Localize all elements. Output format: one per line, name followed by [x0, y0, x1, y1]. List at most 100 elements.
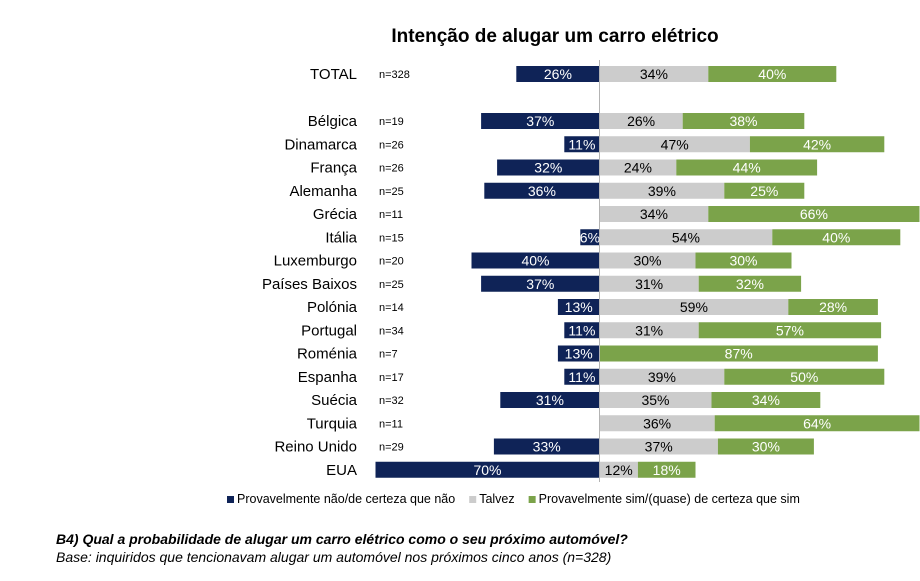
bar-negative — [481, 113, 600, 129]
data-label-positive: 30% — [729, 253, 757, 269]
data-label-negative: 13% — [565, 299, 593, 315]
data-label-neutral: 31% — [635, 276, 663, 292]
legend-swatch — [528, 496, 536, 503]
category-label: Itália — [325, 229, 357, 246]
data-label-positive: 87% — [725, 346, 753, 362]
bar-positive — [711, 392, 821, 408]
bar-positive — [788, 299, 878, 315]
data-label-positive: 32% — [736, 276, 764, 292]
bar-neutral — [599, 206, 709, 222]
bar-positive — [724, 182, 805, 199]
legend-label: Provavelmente sim/(quase) de certeza que… — [539, 492, 800, 506]
sample-size-label: n=328 — [379, 69, 410, 81]
bar-negative — [564, 368, 600, 385]
category-label: França — [310, 160, 357, 177]
data-label-positive: 30% — [752, 439, 780, 455]
data-label-neutral: 24% — [624, 160, 652, 176]
bar-neutral — [599, 66, 709, 82]
bar-negative — [557, 345, 600, 362]
data-label-positive: 66% — [800, 206, 828, 222]
data-label-negative: 6% — [580, 229, 600, 245]
bar-positive — [695, 252, 792, 269]
bar-positive — [724, 368, 885, 385]
data-label-negative: 31% — [536, 392, 564, 408]
category-label: Turquia — [307, 415, 358, 432]
category-label: Alemanha — [289, 183, 357, 200]
data-label-negative: 70% — [473, 462, 501, 478]
sample-size-label: n=7 — [379, 349, 398, 361]
bar-neutral — [599, 159, 677, 176]
sample-size-label: n=17 — [379, 372, 404, 384]
data-label-negative: 32% — [534, 160, 562, 176]
sample-size-label: n=32 — [379, 395, 404, 407]
bar-positive — [698, 275, 802, 292]
bar-negative — [497, 159, 600, 176]
bar-negative — [500, 392, 600, 408]
bar-labels-group: 26% 34% 40% 37% 26% 38% 11% 47% 42% 32% 24% 44% 36% 3… — [473, 66, 850, 478]
data-label-neutral: 30% — [633, 253, 661, 269]
data-label-neutral: 12% — [605, 462, 633, 478]
data-label-negative: 40% — [521, 253, 549, 269]
bar-negative — [484, 182, 600, 199]
sample-size-label: n=20 — [379, 256, 404, 268]
category-label: Reino Unido — [274, 439, 357, 456]
bar-negative — [481, 275, 600, 292]
bar-positive — [708, 206, 920, 222]
category-label: TOTAL — [310, 66, 357, 83]
bar-neutral — [599, 438, 718, 455]
data-label-neutral: 39% — [648, 369, 676, 385]
bar-neutral — [599, 136, 750, 153]
bar-negative — [375, 461, 600, 478]
sample-size-label: n=14 — [379, 302, 404, 314]
sample-size-label: n=19 — [379, 116, 404, 128]
sample-size-label: n=11 — [379, 418, 403, 430]
bar-negative — [564, 322, 600, 339]
data-label-negative: 33% — [533, 439, 561, 455]
sample-size-label: n=25 — [379, 279, 404, 291]
bar-positive — [676, 159, 818, 176]
category-label: Espanha — [298, 369, 358, 386]
category-label: Luxemburgo — [274, 253, 357, 270]
base-note: Base: inquiridos que tencionavam alugar … — [56, 549, 612, 565]
bar-neutral — [599, 299, 789, 315]
data-label-neutral: 59% — [680, 299, 708, 315]
bar-neutral — [599, 368, 725, 385]
category-label: Dinamarca — [284, 136, 357, 153]
sample-size-label: n=15 — [379, 232, 404, 244]
sample-size-label: n=29 — [379, 442, 404, 454]
data-label-neutral: 26% — [627, 113, 655, 129]
category-label: Roménia — [297, 346, 358, 363]
category-label: Países Baixos — [262, 276, 357, 293]
bar-neutral — [599, 229, 773, 246]
data-label-positive: 18% — [653, 462, 681, 478]
sample-size-label: n=34 — [379, 325, 404, 337]
data-label-positive: 28% — [819, 299, 847, 315]
data-label-neutral: 31% — [635, 322, 663, 338]
bar-positive — [637, 461, 696, 478]
bar-positive — [708, 66, 837, 82]
bar-negative — [564, 136, 600, 153]
sample-size-label: n=26 — [379, 139, 404, 151]
bar-positive — [682, 113, 805, 129]
data-label-positive: 42% — [803, 136, 831, 152]
sample-size-label: n=25 — [379, 186, 404, 198]
data-label-positive: 34% — [752, 392, 780, 408]
legend-label: Talvez — [479, 492, 514, 506]
data-label-positive: 38% — [729, 113, 757, 129]
category-label: Portugal — [301, 322, 357, 339]
data-label-negative: 11% — [568, 369, 595, 385]
data-label-positive: 40% — [758, 66, 786, 82]
bar-positive — [599, 345, 878, 362]
data-label-negative: 36% — [528, 183, 556, 199]
sample-size-label: n=11 — [379, 209, 403, 221]
category-label: Grécia — [313, 206, 358, 223]
bar-neutral — [599, 461, 638, 478]
bar-negative — [516, 66, 600, 82]
legend-swatch — [469, 496, 477, 503]
category-label: Suécia — [311, 392, 358, 409]
bar-neutral — [599, 252, 696, 269]
data-label-positive: 57% — [776, 322, 804, 338]
bar-negative — [471, 252, 600, 269]
bar-negative — [580, 229, 600, 246]
